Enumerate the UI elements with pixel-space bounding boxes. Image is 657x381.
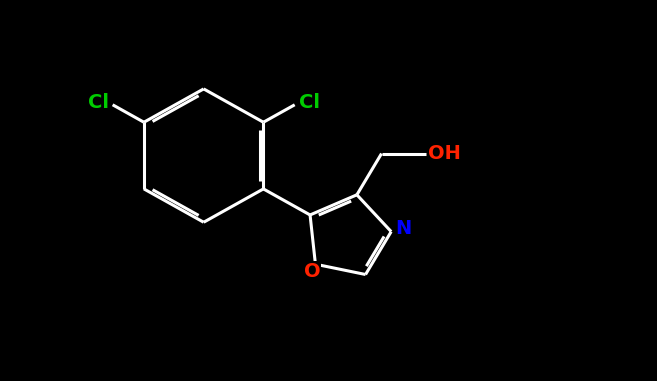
Text: Cl: Cl — [87, 93, 108, 112]
Text: Cl: Cl — [299, 93, 320, 112]
Text: N: N — [395, 219, 411, 238]
Text: O: O — [304, 263, 321, 281]
Text: OH: OH — [428, 144, 461, 163]
